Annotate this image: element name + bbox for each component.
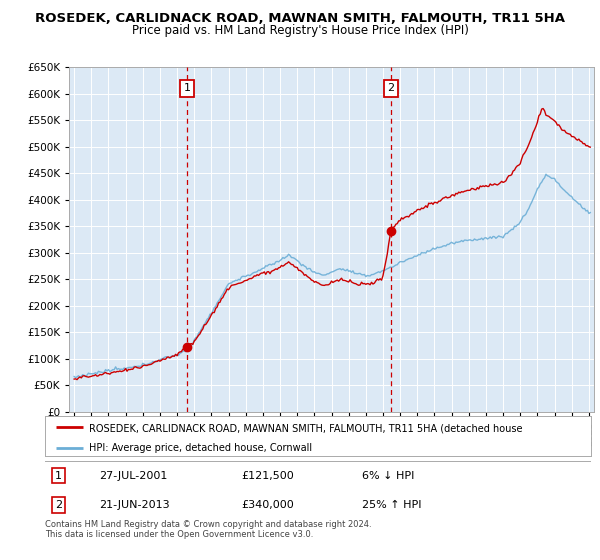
Text: 27-JUL-2001: 27-JUL-2001 [100,470,168,480]
Text: 21-JUN-2013: 21-JUN-2013 [100,500,170,510]
Text: 6% ↓ HPI: 6% ↓ HPI [362,470,414,480]
Text: 2: 2 [388,83,395,94]
Text: Contains HM Land Registry data © Crown copyright and database right 2024.
This d: Contains HM Land Registry data © Crown c… [45,520,371,539]
Text: 1: 1 [184,83,191,94]
Text: 1: 1 [55,470,62,480]
Text: ROSEDEK, CARLIDNACK ROAD, MAWNAN SMITH, FALMOUTH, TR11 5HA: ROSEDEK, CARLIDNACK ROAD, MAWNAN SMITH, … [35,12,565,25]
Text: ROSEDEK, CARLIDNACK ROAD, MAWNAN SMITH, FALMOUTH, TR11 5HA (detached house: ROSEDEK, CARLIDNACK ROAD, MAWNAN SMITH, … [89,423,522,433]
Text: Price paid vs. HM Land Registry's House Price Index (HPI): Price paid vs. HM Land Registry's House … [131,24,469,36]
Text: £121,500: £121,500 [242,470,295,480]
Text: HPI: Average price, detached house, Cornwall: HPI: Average price, detached house, Corn… [89,444,312,454]
Text: 2: 2 [55,500,62,510]
Text: £340,000: £340,000 [242,500,295,510]
Text: 25% ↑ HPI: 25% ↑ HPI [362,500,421,510]
